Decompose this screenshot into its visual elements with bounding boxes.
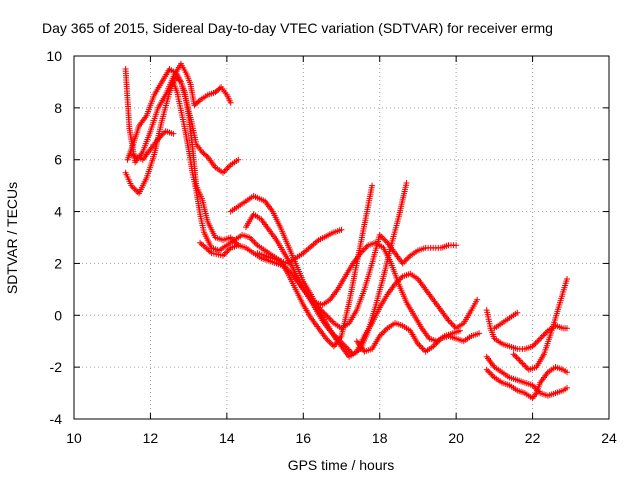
series-arc-c (124, 66, 242, 176)
data-point (476, 330, 483, 337)
y-axis-label: SDTVAR / TECUs (4, 182, 20, 294)
data-point (474, 296, 481, 303)
data-point (457, 327, 463, 334)
series-arc-j (254, 226, 345, 267)
data-point (170, 130, 177, 137)
x-tick-label: 16 (295, 430, 311, 446)
data-point (212, 89, 219, 96)
x-tick-label: 24 (601, 430, 617, 446)
grid (74, 56, 609, 419)
y-tick-label: 6 (54, 152, 62, 168)
series-arc-o (510, 276, 570, 373)
y-tick-label: -2 (50, 359, 63, 375)
series-arc-a (122, 60, 234, 166)
data-point (453, 242, 460, 249)
series-line (486, 356, 568, 397)
x-tick-label: 14 (219, 430, 235, 446)
data-point (235, 156, 242, 163)
y-tick-label: 2 (54, 255, 62, 271)
series-arc-g (227, 193, 481, 360)
y-tick-label: 8 (54, 100, 62, 116)
series-arc-p (491, 309, 521, 332)
data-point (338, 226, 345, 233)
data-point (564, 384, 570, 391)
x-tick-label: 22 (525, 430, 541, 446)
series-arc-i (292, 231, 460, 332)
data-point (514, 309, 521, 316)
series-arc-k (353, 320, 483, 355)
data-point (200, 150, 207, 157)
plot-frame (73, 55, 610, 420)
y-tick-label: 10 (46, 48, 62, 64)
x-axis-label: GPS time / hours (288, 457, 395, 473)
x-tick-label: 18 (372, 430, 388, 446)
x-tick-label: 20 (448, 430, 464, 446)
data-point (564, 325, 570, 332)
series-arc-n (483, 364, 570, 402)
data-point (215, 86, 222, 93)
y-tick-label: -4 (50, 411, 63, 427)
x-tick-label: 10 (66, 430, 82, 446)
y-tick-labels: -4 -2 0 2 4 6 8 10 (46, 48, 62, 427)
data-point (195, 98, 202, 105)
data-point (227, 99, 234, 106)
y-tick-label: 0 (54, 307, 62, 323)
x-tick-label: 12 (143, 430, 159, 446)
plot-area (122, 60, 570, 402)
data-point (564, 276, 570, 282)
data-point (564, 369, 570, 376)
data-point (403, 180, 410, 186)
chart-title: Day 365 of 2015, Sidereal Day-to-day VTE… (42, 20, 553, 36)
data-point (191, 102, 198, 109)
x-tick-labels: 10 12 14 16 18 20 22 24 (66, 430, 617, 446)
data-point (216, 85, 223, 92)
data-point (201, 151, 208, 158)
data-point (192, 101, 199, 107)
series-arc-d (128, 128, 177, 163)
data-point (369, 182, 376, 189)
axis-ticks (73, 55, 610, 420)
y-tick-label: 4 (54, 204, 62, 220)
